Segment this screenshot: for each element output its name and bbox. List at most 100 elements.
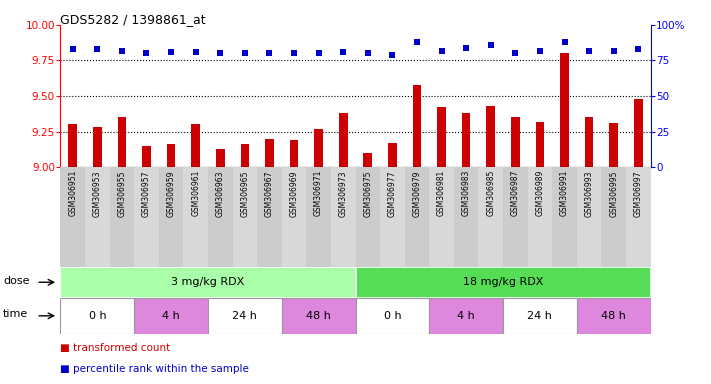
Bar [584,118,594,167]
Bar [577,298,651,334]
Text: GSM306967: GSM306967 [265,170,274,217]
Text: dose: dose [3,276,30,286]
Bar [528,167,552,267]
Point [92,46,103,52]
Point [485,42,496,48]
Text: GSM306963: GSM306963 [215,170,225,217]
Bar [437,108,446,167]
Point [239,50,250,56]
Bar [109,167,134,267]
Bar [60,267,356,298]
Bar [314,129,323,167]
Point [264,50,275,56]
Bar [85,167,109,267]
Text: 4 h: 4 h [457,311,475,321]
Text: GSM306953: GSM306953 [93,170,102,217]
Text: 24 h: 24 h [232,311,257,321]
Bar [356,267,651,298]
Point [584,48,595,54]
Bar [560,53,569,167]
Bar [486,106,495,167]
Text: GSM306969: GSM306969 [289,170,299,217]
Text: GSM306979: GSM306979 [412,170,422,217]
Text: 18 mg/kg RDX: 18 mg/kg RDX [463,277,543,287]
Bar [142,146,151,167]
Point [534,48,545,54]
Text: GSM306959: GSM306959 [166,170,176,217]
Text: 0 h: 0 h [383,311,401,321]
Text: GSM306981: GSM306981 [437,170,446,216]
Bar [363,153,372,167]
Bar [552,167,577,267]
Text: 0 h: 0 h [88,311,106,321]
Point [411,39,422,45]
Point [215,50,226,56]
Bar [503,298,577,334]
Bar [134,167,159,267]
Bar [503,167,528,267]
Text: GSM306983: GSM306983 [461,170,471,217]
Point [461,45,472,51]
Bar [257,167,282,267]
Point [510,50,521,56]
Text: GSM306965: GSM306965 [240,170,250,217]
Bar [208,298,282,334]
Point [141,50,152,56]
Text: 24 h: 24 h [528,311,552,321]
Text: GSM306989: GSM306989 [535,170,545,217]
Bar [405,167,429,267]
Bar [429,298,503,334]
Bar [134,298,208,334]
Bar [602,167,626,267]
Bar [167,144,176,167]
Text: 4 h: 4 h [162,311,180,321]
Text: GSM306957: GSM306957 [142,170,151,217]
Bar [626,167,651,267]
Bar [93,127,102,167]
Point [633,46,644,52]
Bar [412,84,422,167]
Point [338,49,349,55]
Text: ■ percentile rank within the sample: ■ percentile rank within the sample [60,364,250,374]
Bar [535,122,544,167]
Bar [380,167,405,267]
Bar [232,167,257,267]
Text: GSM306997: GSM306997 [634,170,643,217]
Bar [479,167,503,267]
Bar [511,118,520,167]
Bar [60,167,85,267]
Point [67,46,78,52]
Bar [356,298,429,334]
Text: GSM306961: GSM306961 [191,170,201,217]
Text: GSM306973: GSM306973 [338,170,348,217]
Text: GSM306987: GSM306987 [510,170,520,217]
Text: GSM306993: GSM306993 [584,170,594,217]
Bar [60,298,134,334]
Point [116,48,127,54]
Point [313,50,324,56]
Bar [609,123,618,167]
Text: GSM306971: GSM306971 [314,170,323,217]
Bar [634,99,643,167]
Bar [388,143,397,167]
Bar [117,118,127,167]
Text: time: time [3,309,28,319]
Text: GSM306977: GSM306977 [388,170,397,217]
Point [387,52,398,58]
Bar [577,167,602,267]
Bar [289,140,299,167]
Point [190,49,201,55]
Text: 3 mg/kg RDX: 3 mg/kg RDX [171,277,245,287]
Text: GSM306951: GSM306951 [68,170,77,217]
Text: GSM306985: GSM306985 [486,170,496,217]
Bar [265,139,274,167]
Bar [282,167,306,267]
Bar [68,124,77,167]
Text: GSM306975: GSM306975 [363,170,373,217]
Text: 48 h: 48 h [306,311,331,321]
Text: GSM306955: GSM306955 [117,170,127,217]
Bar [454,167,479,267]
Text: GSM306995: GSM306995 [609,170,618,217]
Text: ■ transformed count: ■ transformed count [60,343,171,353]
Point [608,48,619,54]
